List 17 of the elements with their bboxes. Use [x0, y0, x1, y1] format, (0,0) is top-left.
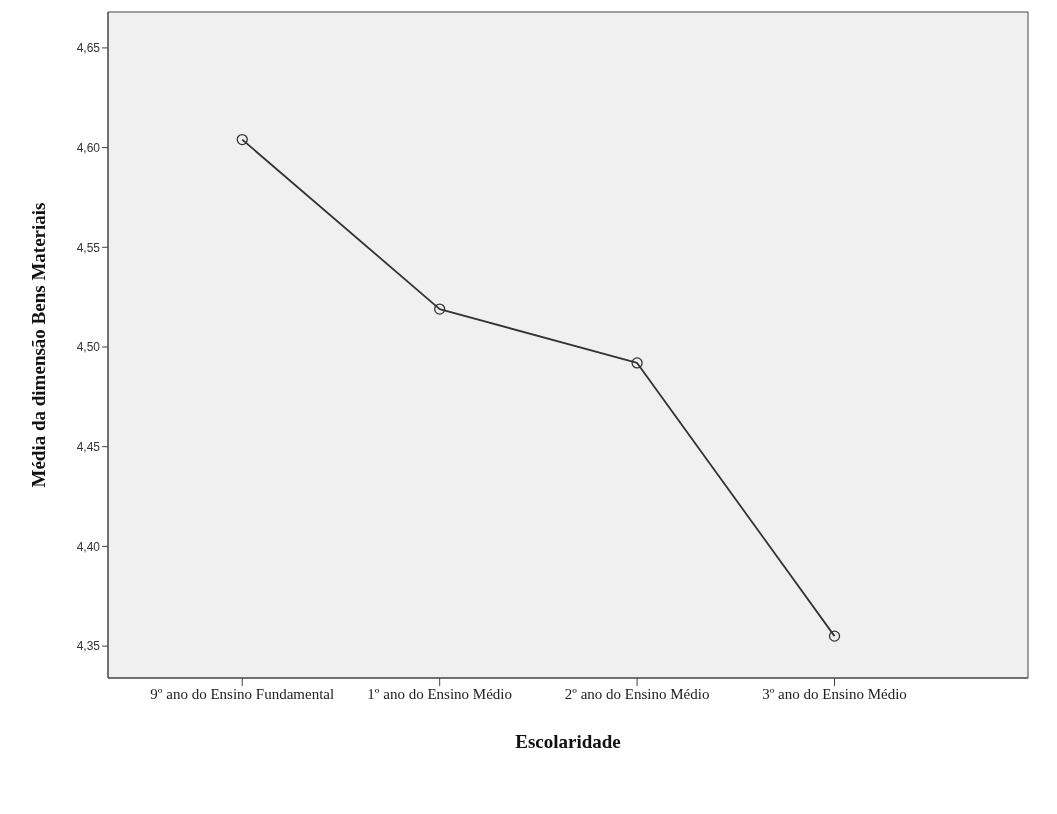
point — [828, 630, 841, 642]
y-axis-title: Média da dimensão Bens Materiais — [27, 202, 49, 488]
y-tick-label: 4,45 — [76, 439, 101, 454]
point — [236, 133, 248, 146]
x-axis-title: Escolaridade — [515, 731, 621, 752]
x-tick-label: 1º ano do Ensino Médio — [367, 685, 512, 702]
y-tick-label: 4,65 — [76, 41, 101, 56]
y-tick-label: 4,60 — [76, 140, 101, 155]
x-tick-label: 9º ano do Ensino Fundamental — [150, 685, 335, 702]
x-tick-label: 2º ano do Ensino Médio — [564, 685, 710, 702]
y-tick-label: 4,35 — [76, 639, 101, 654]
point — [434, 303, 446, 315]
y-tick-label: 4,40 — [76, 539, 101, 554]
y-tick-label: 4,55 — [76, 240, 101, 255]
point — [631, 357, 643, 369]
y-tick-label: 4,50 — [76, 340, 101, 355]
x-tick-label: 3º ano do Ensino Médio — [762, 685, 907, 702]
